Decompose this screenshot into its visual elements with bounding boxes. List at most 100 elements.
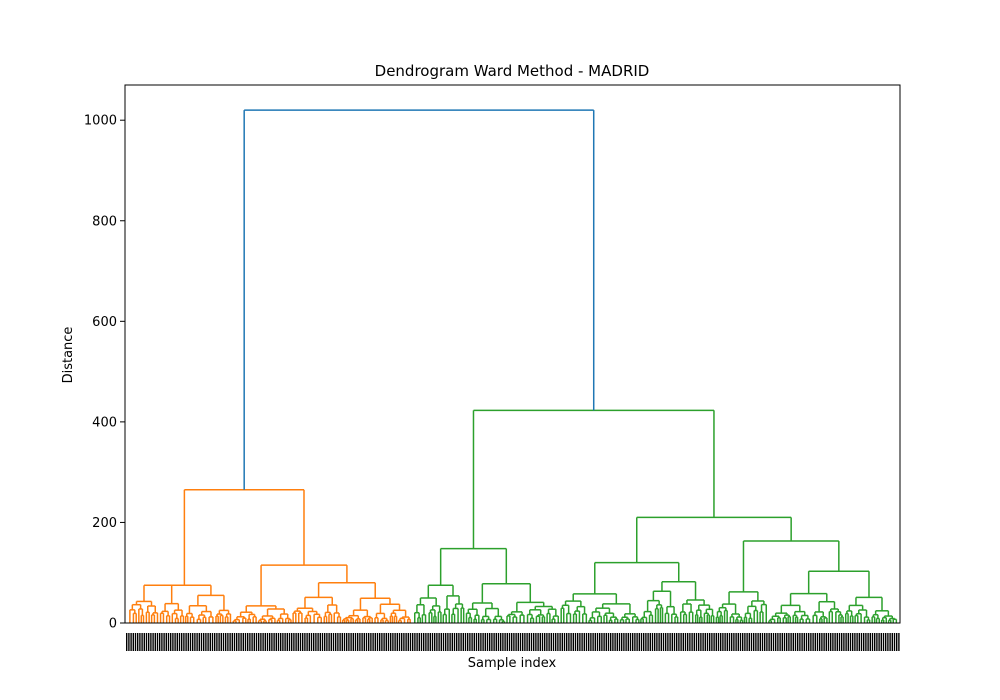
x-tick-mark: [860, 633, 863, 651]
x-tick-mark: [625, 633, 627, 651]
x-tick-mark: [249, 633, 251, 651]
x-tick-mark: [412, 633, 414, 651]
x-tick-mark: [381, 633, 383, 651]
x-tick-mark: [651, 633, 654, 651]
x-tick-mark: [447, 633, 449, 651]
x-tick-mark: [145, 633, 148, 651]
x-tick-mark: [607, 633, 610, 651]
x-tick-mark: [533, 633, 535, 651]
x-tick-mark: [869, 633, 871, 651]
x-tick-mark: [704, 633, 706, 651]
x-tick-mark: [563, 633, 566, 651]
x-tick-mark: [126, 633, 128, 651]
x-tick-mark: [513, 633, 515, 651]
x-tick-mark: [695, 633, 698, 651]
x-tick-mark: [561, 633, 563, 651]
x-tick-mark: [816, 633, 819, 651]
x-tick-mark: [205, 633, 207, 651]
x-tick-mark: [154, 633, 156, 651]
x-tick-mark: [376, 633, 379, 651]
x-tick-mark: [541, 633, 544, 651]
x-tick-mark: [192, 633, 194, 651]
x-tick-mark: [330, 633, 332, 651]
x-tick-mark: [262, 633, 264, 651]
x-tick-mark: [544, 633, 546, 651]
x-tick-mark: [348, 633, 350, 651]
x-tick-mark: [836, 633, 838, 651]
x-tick-mark: [616, 633, 618, 651]
x-tick-mark: [893, 633, 896, 651]
x-tick-mark: [640, 633, 643, 651]
x-tick-mark: [856, 633, 858, 651]
x-tick-mark: [530, 633, 533, 651]
x-tick-mark: [495, 633, 497, 651]
x-tick-mark: [222, 633, 225, 651]
x-tick-mark: [247, 633, 249, 651]
x-tick-mark: [511, 633, 513, 651]
x-tick-mark: [770, 633, 772, 651]
x-tick-mark: [286, 633, 288, 651]
x-tick-mark: [671, 633, 673, 651]
x-tick-mark: [662, 633, 665, 651]
x-tick-mark: [313, 633, 315, 651]
x-tick-mark: [885, 633, 887, 651]
x-tick-mark: [489, 633, 491, 651]
x-tick-mark: [581, 633, 583, 651]
x-tick-mark: [658, 633, 660, 651]
x-tick-mark: [409, 633, 412, 651]
x-tick-mark: [317, 633, 319, 651]
x-tick-mark: [227, 633, 229, 651]
x-tick-mark: [198, 633, 200, 651]
x-tick-mark: [812, 633, 814, 651]
x-tick-mark: [680, 633, 682, 651]
x-tick-mark: [898, 633, 900, 651]
x-tick-mark: [139, 633, 141, 651]
x-tick-mark: [379, 633, 381, 651]
x-tick-mark: [801, 633, 803, 651]
x-tick-mark: [667, 633, 669, 651]
x-tick-mark: [271, 633, 273, 651]
x-tick-mark: [372, 633, 374, 651]
x-tick-mark: [645, 633, 647, 651]
x-tick-mark: [568, 633, 570, 651]
x-tick-mark: [788, 633, 790, 651]
x-tick-mark: [269, 633, 271, 651]
x-tick-mark: [524, 633, 526, 651]
x-tick-mark: [304, 633, 306, 651]
x-tick-mark: [775, 633, 777, 651]
x-tick-mark: [656, 633, 658, 651]
x-tick-mark: [539, 633, 541, 651]
x-tick-mark: [321, 633, 324, 651]
x-tick-mark: [453, 633, 456, 651]
x-tick-mark: [493, 633, 495, 651]
x-tick-mark: [621, 633, 623, 651]
x-tick-mark: [555, 633, 557, 651]
x-tick-mark: [733, 633, 735, 651]
x-tick-mark: [825, 633, 827, 651]
x-tick-mark: [768, 633, 770, 651]
x-tick-mark: [673, 633, 676, 651]
x-tick-mark: [253, 633, 255, 651]
x-tick-mark: [755, 633, 757, 651]
x-tick-mark: [684, 633, 687, 651]
x-tick-mark: [374, 633, 376, 651]
x-tick-mark: [744, 633, 746, 651]
x-tick-mark: [794, 633, 797, 651]
x-tick-mark: [698, 633, 700, 651]
x-tick-mark: [284, 633, 286, 651]
x-tick-mark: [614, 633, 616, 651]
x-tick-mark: [462, 633, 464, 651]
x-tick-mark: [128, 633, 130, 651]
x-tick-mark: [720, 633, 722, 651]
x-tick-mark: [458, 633, 460, 651]
x-tick-mark: [451, 633, 453, 651]
x-tick-mark: [359, 633, 361, 651]
x-tick-mark: [229, 633, 231, 651]
x-tick-mark: [863, 633, 865, 651]
x-tick-mark: [757, 633, 759, 651]
x-tick-mark: [713, 633, 715, 651]
x-tick-mark: [854, 633, 856, 651]
x-tick-mark: [682, 633, 684, 651]
x-tick-mark: [394, 633, 396, 651]
x-tick-mark: [337, 633, 339, 651]
